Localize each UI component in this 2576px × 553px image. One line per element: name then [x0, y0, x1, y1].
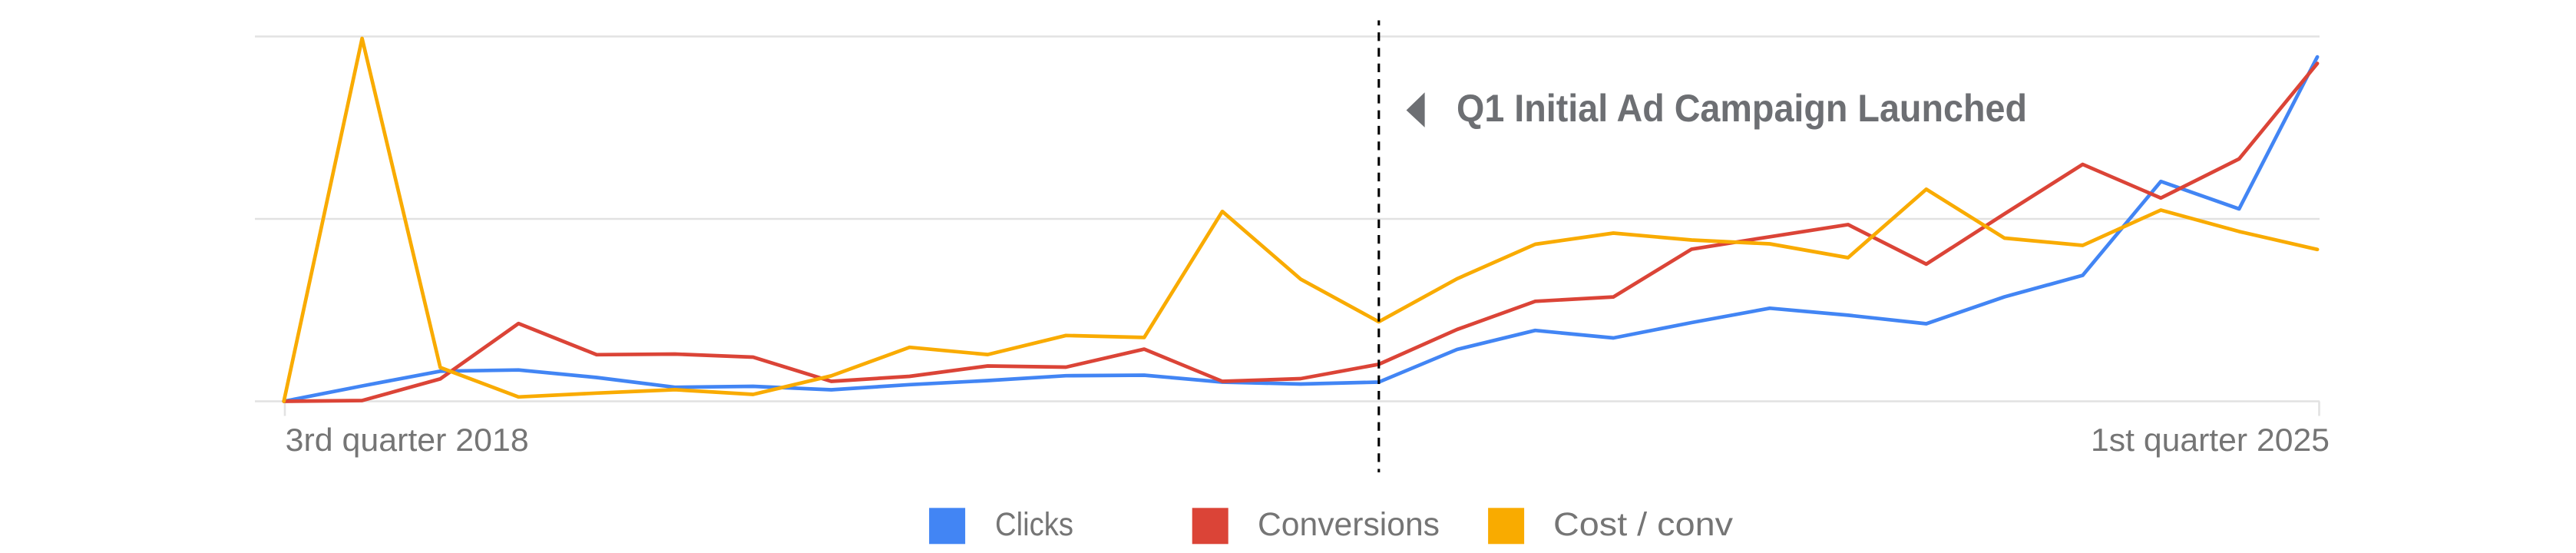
svg-text:1st quarter 2025: 1st quarter 2025	[2091, 422, 2330, 458]
svg-text:Conversions: Conversions	[1258, 506, 1440, 543]
svg-text:Clicks: Clicks	[995, 506, 1073, 543]
svg-text:Cost / conv: Cost / conv	[1553, 506, 1734, 543]
svg-text:Q1 Initial Ad Campaign Launche: Q1 Initial Ad Campaign Launched	[1457, 87, 2027, 130]
svg-text:3rd quarter 2018: 3rd quarter 2018	[286, 422, 529, 458]
